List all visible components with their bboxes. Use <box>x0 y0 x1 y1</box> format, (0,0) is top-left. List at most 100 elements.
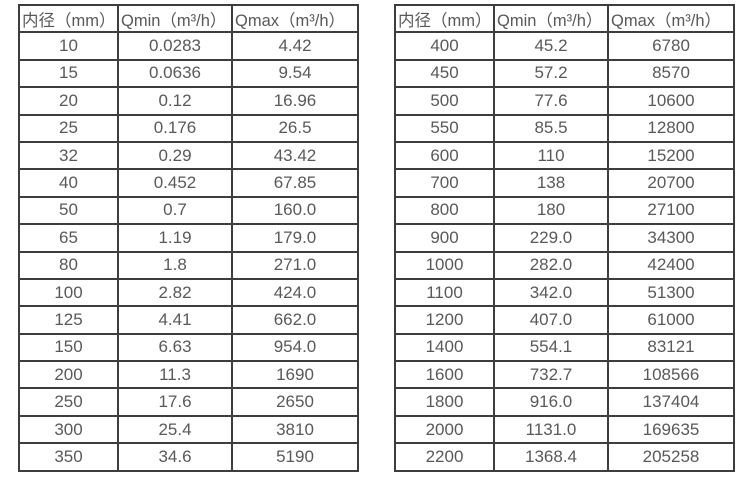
cell-qmax: 9.54 <box>231 58 359 89</box>
table-row: 2000 1131.0 169635 <box>394 414 735 445</box>
table-row: 300 25.4 3810 <box>18 414 359 445</box>
column-header-diameter: 内径（mm） <box>394 3 495 34</box>
table-row: 1600 732.7 108566 <box>394 360 735 390</box>
cell-diameter: 150 <box>18 332 119 363</box>
cell-qmin: 17.6 <box>117 387 233 417</box>
cell-qmax: 662.0 <box>231 305 359 335</box>
table-row: 1400 554.1 83121 <box>394 332 735 363</box>
table-row: 900 229.0 34300 <box>394 223 735 253</box>
table-row: 40 0.452 67.85 <box>18 168 359 198</box>
flow-table-large-diameters: 内径（mm） Qmin（m³/h） Qmax（m³/h） 400 45.2 6780 450… <box>394 3 735 472</box>
cell-qmax: 424.0 <box>231 277 359 308</box>
cell-qmax: 271.0 <box>231 250 359 280</box>
cell-qmax: 1690 <box>231 360 359 390</box>
flow-table-small-diameters: 内径（mm） Qmin（m³/h） Qmax（m³/h） 10 0.0283 4.42 15… <box>18 3 359 472</box>
cell-qmax: 8570 <box>607 58 735 89</box>
cell-qmax: 34300 <box>607 223 735 253</box>
cell-diameter: 800 <box>394 195 495 226</box>
table-row: 700 138 20700 <box>394 168 735 198</box>
cell-qmin: 0.7 <box>117 195 233 226</box>
cell-diameter: 40 <box>18 168 119 198</box>
cell-qmin: 229.0 <box>493 223 609 253</box>
table-row: 200 11.3 1690 <box>18 360 359 390</box>
cell-diameter: 1800 <box>394 387 495 417</box>
cell-qmin: 916.0 <box>493 387 609 417</box>
cell-qmax: 2650 <box>231 387 359 417</box>
table-row: 2200 1368.4 205258 <box>394 442 735 472</box>
cell-qmax: 205258 <box>607 442 735 472</box>
cell-qmax: 169635 <box>607 414 735 445</box>
cell-qmax: 4.42 <box>231 31 359 61</box>
cell-qmin: 732.7 <box>493 360 609 390</box>
column-header-qmin: Qmin（m³/h） <box>117 3 233 34</box>
cell-diameter: 2200 <box>394 442 495 472</box>
cell-qmin: 0.0283 <box>117 31 233 61</box>
cell-qmax: 15200 <box>607 140 735 171</box>
cell-qmin: 342.0 <box>493 277 609 308</box>
cell-diameter: 1100 <box>394 277 495 308</box>
cell-qmax: 26.5 <box>231 113 359 143</box>
cell-diameter: 15 <box>18 58 119 89</box>
cell-qmax: 3810 <box>231 414 359 445</box>
cell-diameter: 250 <box>18 387 119 417</box>
cell-qmax: 10600 <box>607 86 735 116</box>
cell-qmin: 0.29 <box>117 140 233 171</box>
table-row: 450 57.2 8570 <box>394 58 735 89</box>
cell-qmin: 0.176 <box>117 113 233 143</box>
cell-qmin: 180 <box>493 195 609 226</box>
table-row: 1800 916.0 137404 <box>394 387 735 417</box>
cell-diameter: 1200 <box>394 305 495 335</box>
cell-qmax: 5190 <box>231 442 359 472</box>
cell-qmin: 11.3 <box>117 360 233 390</box>
cell-diameter: 350 <box>18 442 119 472</box>
header-row: 内径（mm） Qmin（m³/h） Qmax（m³/h） <box>18 3 359 34</box>
cell-qmin: 85.5 <box>493 113 609 143</box>
cell-diameter: 200 <box>18 360 119 390</box>
cell-qmin: 1368.4 <box>493 442 609 472</box>
cell-diameter: 50 <box>18 195 119 226</box>
cell-qmax: 20700 <box>607 168 735 198</box>
cell-qmin: 1131.0 <box>493 414 609 445</box>
cell-diameter: 10 <box>18 31 119 61</box>
cell-qmax: 43.42 <box>231 140 359 171</box>
cell-qmin: 6.63 <box>117 332 233 363</box>
cell-qmin: 25.4 <box>117 414 233 445</box>
cell-qmin: 138 <box>493 168 609 198</box>
cell-diameter: 400 <box>394 31 495 61</box>
cell-qmax: 42400 <box>607 250 735 280</box>
table-row: 15 0.0636 9.54 <box>18 58 359 89</box>
table-row: 500 77.6 10600 <box>394 86 735 116</box>
cell-qmin: 282.0 <box>493 250 609 280</box>
cell-diameter: 20 <box>18 86 119 116</box>
cell-qmax: 16.96 <box>231 86 359 116</box>
table-row: 80 1.8 271.0 <box>18 250 359 280</box>
cell-diameter: 32 <box>18 140 119 171</box>
cell-qmax: 137404 <box>607 387 735 417</box>
table-row: 50 0.7 160.0 <box>18 195 359 226</box>
cell-diameter: 900 <box>394 223 495 253</box>
table-row: 1100 342.0 51300 <box>394 277 735 308</box>
cell-diameter: 1000 <box>394 250 495 280</box>
cell-qmin: 57.2 <box>493 58 609 89</box>
cell-diameter: 65 <box>18 223 119 253</box>
cell-qmax: 61000 <box>607 305 735 335</box>
cell-qmin: 34.6 <box>117 442 233 472</box>
cell-qmin: 554.1 <box>493 332 609 363</box>
cell-diameter: 1600 <box>394 360 495 390</box>
cell-qmin: 110 <box>493 140 609 171</box>
cell-qmin: 1.19 <box>117 223 233 253</box>
cell-qmax: 12800 <box>607 113 735 143</box>
table-row: 10 0.0283 4.42 <box>18 31 359 61</box>
cell-diameter: 700 <box>394 168 495 198</box>
cell-diameter: 300 <box>18 414 119 445</box>
table-row: 65 1.19 179.0 <box>18 223 359 253</box>
cell-diameter: 125 <box>18 305 119 335</box>
table-row: 32 0.29 43.42 <box>18 140 359 171</box>
cell-qmin: 0.0636 <box>117 58 233 89</box>
table-row: 400 45.2 6780 <box>394 31 735 61</box>
cell-qmax: 51300 <box>607 277 735 308</box>
cell-qmin: 4.41 <box>117 305 233 335</box>
table-row: 350 34.6 5190 <box>18 442 359 472</box>
table-row: 800 180 27100 <box>394 195 735 226</box>
